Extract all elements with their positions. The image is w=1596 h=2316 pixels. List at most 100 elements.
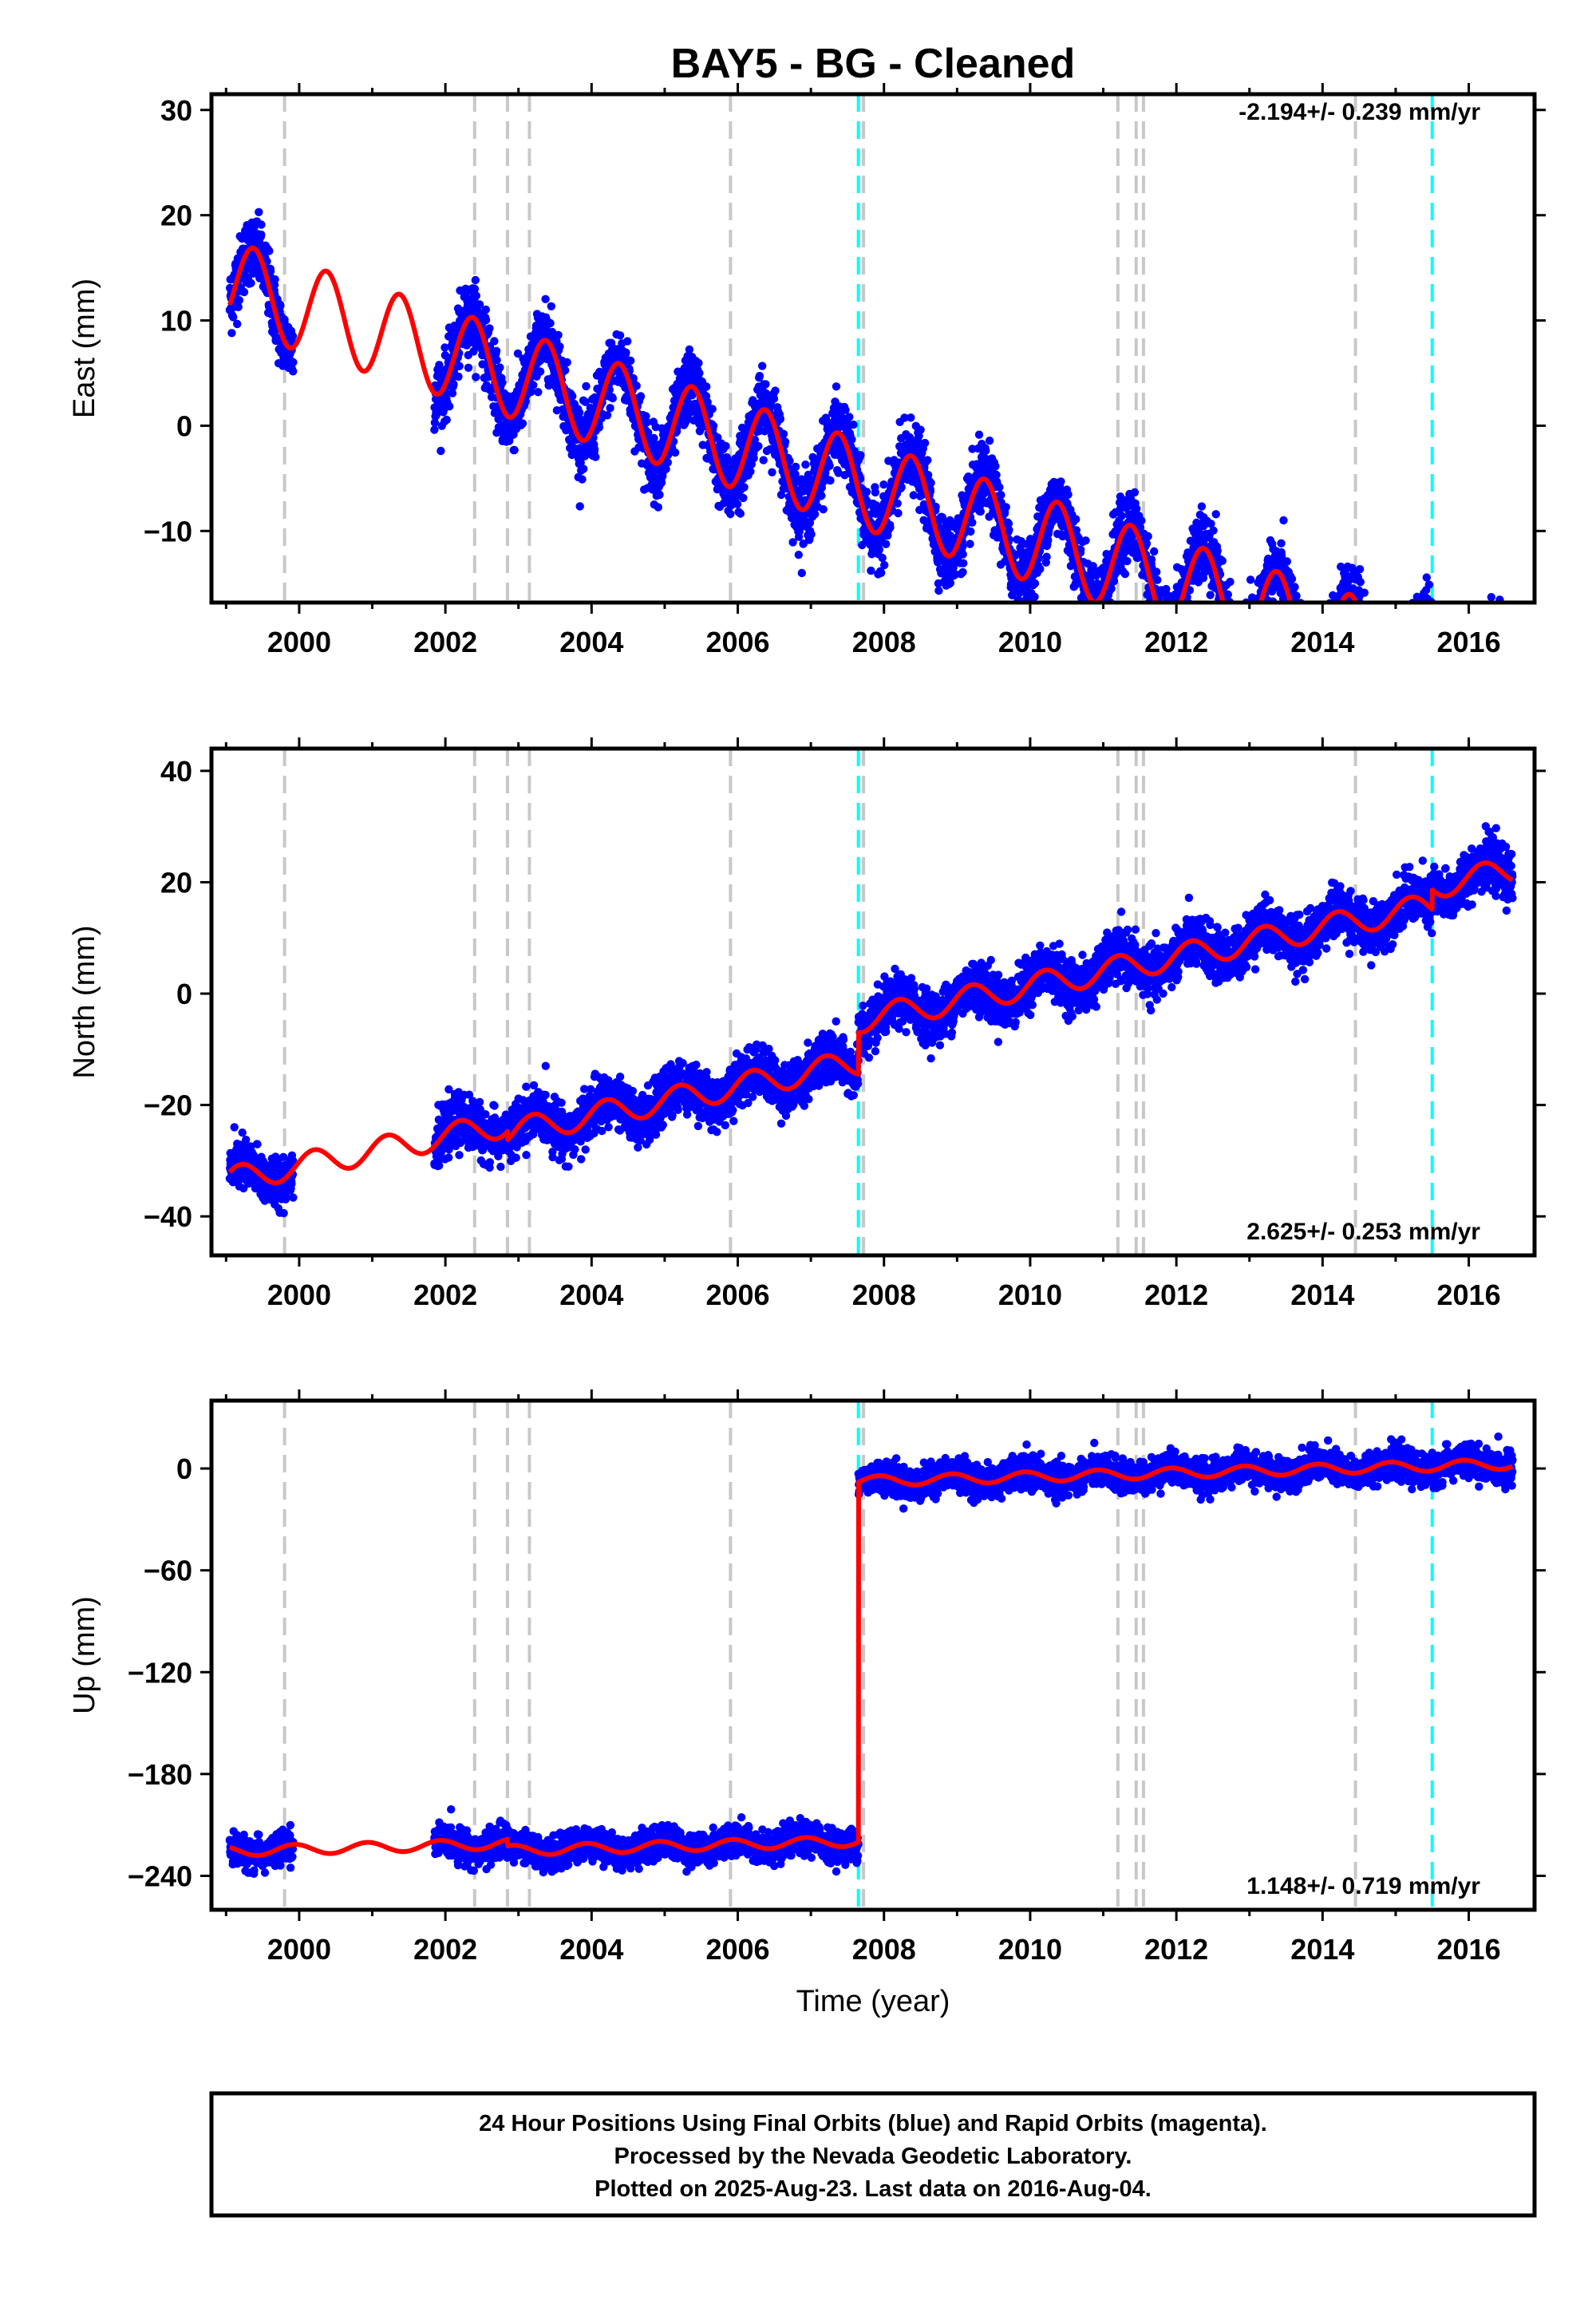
data-point (481, 315, 491, 325)
data-point (582, 381, 591, 391)
data-point (1292, 591, 1301, 600)
data-point (554, 330, 563, 339)
data-point (498, 378, 507, 387)
data-point (255, 207, 263, 216)
data-point (780, 437, 790, 446)
data-point (761, 380, 770, 389)
data-point (622, 348, 630, 357)
data-point (746, 467, 755, 476)
data-point (819, 505, 828, 514)
data-point (779, 429, 788, 438)
data-point (845, 413, 854, 421)
data-point (771, 386, 780, 395)
data-point (1030, 592, 1039, 601)
data-point (1130, 488, 1140, 497)
data-point (995, 483, 1004, 492)
data-point (1036, 564, 1045, 574)
data-point (920, 438, 930, 448)
data-point (754, 441, 763, 451)
data-point (791, 462, 800, 472)
data-point (510, 445, 519, 455)
data-point (797, 568, 806, 578)
data-point (1290, 583, 1299, 591)
data-point (470, 284, 480, 294)
data-point (546, 318, 555, 328)
data-point (1355, 565, 1365, 574)
data-point (916, 425, 925, 434)
data-point (608, 393, 617, 403)
data-point (736, 509, 745, 518)
data-point (1144, 532, 1152, 541)
data-point (492, 356, 501, 365)
data-point (276, 301, 285, 310)
data-point (894, 508, 903, 518)
data-point (959, 559, 968, 567)
data-point (1356, 578, 1365, 587)
plot-area-east (225, 94, 1504, 603)
data-point (875, 545, 884, 554)
data-point (1223, 590, 1233, 599)
data-point (934, 586, 943, 595)
data-point (448, 389, 457, 397)
data-point (437, 446, 445, 456)
data-point (257, 230, 266, 239)
data-point (492, 346, 501, 355)
data-point (435, 361, 444, 370)
data-point (496, 363, 504, 372)
data-point (534, 388, 543, 397)
data-point (801, 460, 810, 469)
data-point (471, 275, 480, 285)
data-point (826, 476, 835, 485)
data-point (832, 382, 841, 391)
data-point (440, 343, 449, 352)
data-point (518, 419, 527, 428)
data-point (1360, 588, 1369, 597)
data-point (481, 305, 490, 314)
data-point (1226, 577, 1235, 587)
data-point (794, 551, 803, 559)
data-point (867, 566, 875, 575)
data-point (871, 488, 880, 497)
data-point (475, 300, 484, 309)
data-point (555, 342, 564, 351)
data-point (247, 279, 255, 287)
data-point (591, 453, 600, 461)
data-point (893, 499, 902, 508)
data-point (997, 491, 1005, 500)
data-point (878, 553, 887, 563)
data-point (886, 523, 895, 532)
data-point (257, 220, 266, 229)
data-point (685, 345, 694, 354)
data-point (578, 475, 587, 484)
data-point (575, 408, 584, 417)
data-point (1057, 477, 1065, 486)
data-point (982, 446, 990, 455)
data-point (1246, 575, 1255, 584)
data-point (455, 362, 464, 370)
data-point (769, 394, 779, 403)
data-point (513, 349, 523, 358)
data-point (485, 324, 494, 333)
data-point (1279, 516, 1288, 525)
data-point (454, 372, 463, 381)
data-point (234, 302, 243, 311)
data-point (879, 480, 888, 489)
data-point (449, 380, 458, 389)
data-point (430, 418, 440, 427)
data-point (1206, 591, 1215, 599)
data-point (882, 539, 891, 548)
data-point (694, 358, 703, 368)
data-point (966, 539, 974, 548)
data-point (654, 503, 662, 512)
data-point (472, 373, 480, 381)
data-point (271, 275, 279, 284)
data-point (907, 413, 915, 422)
data-point (547, 302, 555, 310)
data-point (265, 247, 274, 255)
data-point (1137, 516, 1146, 525)
data-point (579, 464, 588, 473)
data-point (733, 500, 742, 508)
data-point (229, 313, 238, 322)
data-point (464, 363, 473, 372)
data-point (958, 567, 967, 577)
